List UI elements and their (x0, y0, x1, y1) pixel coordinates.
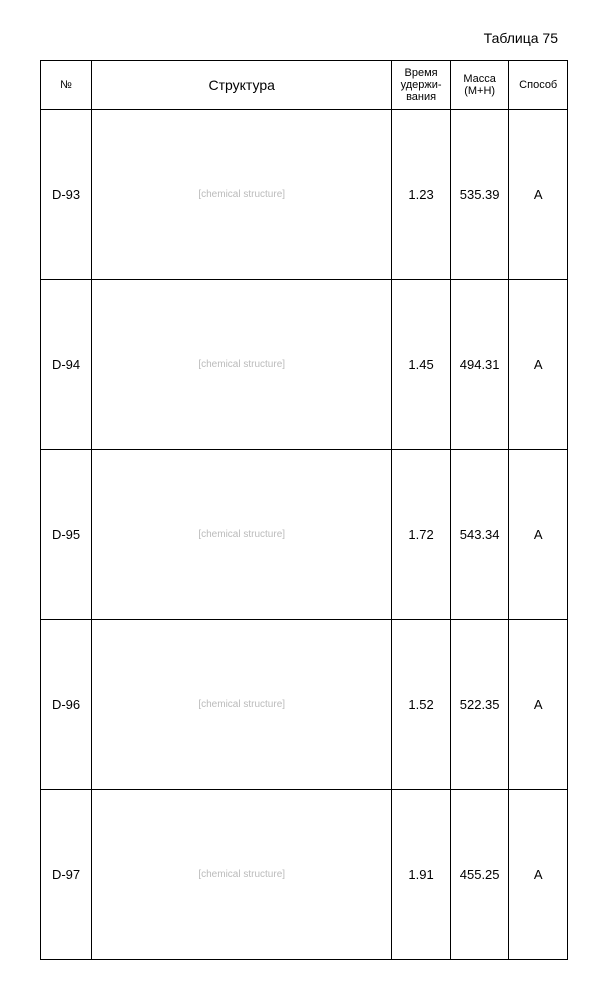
cell-structure: [chemical structure] (92, 450, 392, 620)
cell-mass: 543.34 (450, 450, 509, 620)
cell-structure: [chemical structure] (92, 790, 392, 960)
cell-no: D-93 (41, 110, 92, 280)
cell-mass: 494.31 (450, 280, 509, 450)
col-header-method: Способ (509, 61, 568, 110)
cell-retention: 1.45 (392, 280, 451, 450)
cell-method: A (509, 280, 568, 450)
cell-no: D-95 (41, 450, 92, 620)
cell-method: A (509, 790, 568, 960)
cell-structure: [chemical structure] (92, 110, 392, 280)
cell-method: A (509, 110, 568, 280)
table-row: D-95 [chemical structure] 1.72 543.34 A (41, 450, 568, 620)
cell-mass: 455.25 (450, 790, 509, 960)
col-header-mass: Масса (M+H) (450, 61, 509, 110)
chemical-structure-icon: [chemical structure] (96, 794, 387, 955)
cell-method: A (509, 450, 568, 620)
cell-retention: 1.52 (392, 620, 451, 790)
table-row: D-97 [chemical structure] 1.91 455.25 A (41, 790, 568, 960)
table-row: D-94 [chemical structure] 1.45 494.31 A (41, 280, 568, 450)
cell-retention: 1.23 (392, 110, 451, 280)
cell-method: A (509, 620, 568, 790)
cell-mass: 535.39 (450, 110, 509, 280)
cell-retention: 1.72 (392, 450, 451, 620)
cell-structure: [chemical structure] (92, 280, 392, 450)
compound-table: № Структура Время удержи-вания Масса (M+… (40, 60, 568, 960)
cell-no: D-96 (41, 620, 92, 790)
col-header-structure: Структура (92, 61, 392, 110)
cell-structure: [chemical structure] (92, 620, 392, 790)
cell-retention: 1.91 (392, 790, 451, 960)
chemical-structure-icon: [chemical structure] (96, 624, 387, 785)
chemical-structure-icon: [chemical structure] (96, 114, 387, 275)
table-header-row: № Структура Время удержи-вания Масса (M+… (41, 61, 568, 110)
table-row: D-93 [chemical structure] 1.23 535.39 A (41, 110, 568, 280)
chemical-structure-icon: [chemical structure] (96, 454, 387, 615)
chemical-structure-icon: [chemical structure] (96, 284, 387, 445)
cell-no: D-94 (41, 280, 92, 450)
cell-mass: 522.35 (450, 620, 509, 790)
table-title: Таблица 75 (40, 30, 568, 46)
cell-no: D-97 (41, 790, 92, 960)
col-header-retention: Время удержи-вания (392, 61, 451, 110)
table-row: D-96 [chemical structure] 1.52 522.35 A (41, 620, 568, 790)
col-header-no: № (41, 61, 92, 110)
